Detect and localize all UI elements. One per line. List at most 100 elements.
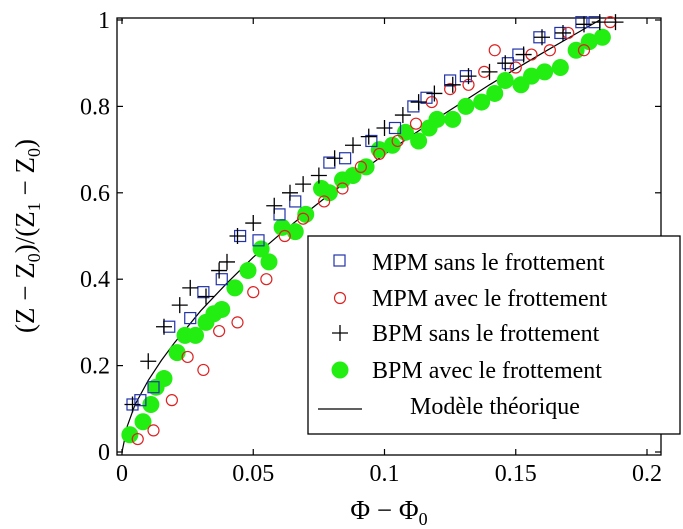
y-tick-label: 0.8 — [80, 94, 110, 120]
data-point-circle-filled — [239, 262, 257, 280]
data-point-plus — [310, 167, 327, 184]
data-point-circle-filled — [580, 33, 598, 51]
data-point-plus — [410, 94, 427, 111]
data-point-plus — [245, 215, 262, 232]
legend-marker-circle-open — [333, 291, 347, 305]
data-point-square — [575, 16, 588, 29]
data-point-circle-filled — [536, 63, 554, 81]
x-tick-label: 0.2 — [632, 461, 662, 487]
data-point-plus — [198, 288, 214, 305]
y-tick-label: 0.2 — [80, 354, 110, 380]
legend-label: BPM sans le frottement — [372, 321, 600, 347]
data-point-circle-filled — [486, 84, 504, 102]
y-axis-label-part-3: − Z — [10, 157, 40, 202]
data-point-circle-filled — [187, 326, 204, 344]
data-point-plus — [555, 24, 571, 41]
data-point-circle-open — [181, 350, 194, 364]
y-tick-label: 0 — [98, 440, 110, 466]
data-point-plus — [229, 228, 246, 244]
data-point-circle-open — [278, 229, 291, 243]
y-axis-label-part-1: (Z − Z — [10, 262, 40, 333]
data-point-circle-filled — [551, 59, 569, 77]
data-point-plus — [515, 46, 532, 63]
legend-marker-plus — [332, 325, 348, 341]
data-point-circle-open — [197, 363, 210, 377]
data-point-circle-open — [488, 44, 501, 57]
data-point-circle-filled — [457, 97, 475, 115]
data-point-plus — [211, 262, 228, 279]
data-point-circle-filled — [260, 253, 278, 271]
y-axis-label-part-4: ) — [10, 139, 40, 148]
data-point-circle-open — [165, 394, 178, 407]
data-point-square — [215, 273, 228, 286]
legend-label: MPM avec le frottement — [372, 286, 608, 312]
data-point-plus — [497, 55, 514, 72]
data-point-circle-filled — [383, 136, 401, 154]
x-axis-label-main: Φ − Φ — [350, 495, 418, 525]
data-point-circle-filled — [226, 279, 244, 297]
data-point-plus — [140, 353, 157, 370]
data-point-circle-filled — [252, 240, 270, 258]
data-point-circle-open — [543, 44, 556, 57]
data-point-plus — [156, 318, 172, 335]
plot-area: 0 0.05 0.1 0.15 0.2 0 0.2 0.4 0.6 0.8 1 — [80, 8, 662, 487]
axis-ticks: 0 0.05 0.1 0.15 0.2 0 0.2 0.4 0.6 0.8 1 — [80, 8, 662, 487]
data-point-square — [197, 286, 210, 299]
data-point-plus — [182, 279, 199, 296]
y-tick-label: 0.6 — [80, 181, 110, 207]
data-point-circle-open — [391, 134, 404, 148]
data-point-plus — [376, 120, 393, 136]
y-tick-label: 0.4 — [80, 267, 110, 293]
series-plus — [124, 14, 624, 413]
data-point-circle-open — [577, 44, 591, 57]
data-point-circle-open — [247, 286, 260, 299]
data-point-plus — [607, 14, 624, 31]
data-point-plus — [426, 85, 443, 102]
data-point-plus — [460, 68, 477, 85]
data-point-plus — [394, 107, 411, 124]
legend-label: Modèle théorique — [410, 394, 580, 420]
data-point-circle-open — [509, 61, 522, 74]
y-axis-label-sub-1: 0 — [24, 253, 44, 262]
data-point-circle-filled — [444, 110, 462, 128]
y-axis-label-sub-2: 1 — [24, 202, 44, 211]
data-point-circle-open — [409, 117, 423, 130]
data-point-circle-filled — [168, 344, 186, 362]
data-point-circle-open — [213, 324, 226, 338]
data-point-circle-filled — [523, 67, 540, 85]
x-axis-label: Φ − Φ0 — [350, 495, 427, 529]
legend-label: BPM avec le frottement — [372, 358, 602, 384]
y-axis-label: (Z − Z0)/(Z1 − Z0) — [10, 139, 44, 333]
data-point-plus — [576, 16, 592, 33]
legend-entry-bpm-avec: BPM avec le frottement — [331, 358, 602, 384]
data-point-square — [444, 74, 457, 87]
y-axis-label-sub-3: 0 — [24, 148, 44, 157]
data-point-circle-filled — [155, 370, 173, 388]
data-point-plus — [345, 137, 361, 154]
data-point-circle-open — [131, 432, 144, 446]
legend-label: MPM sans le frottement — [372, 250, 605, 276]
legend-box — [307, 235, 681, 435]
data-point-circle-filled — [410, 132, 428, 150]
data-point-square — [184, 311, 197, 325]
data-point-circle-filled — [320, 184, 338, 202]
data-point-square — [273, 208, 286, 221]
data-point-circle-filled — [428, 110, 446, 128]
data-point-circle-open — [231, 316, 244, 329]
legend: MPM sans le frottement MPM avec le frott… — [307, 235, 681, 435]
data-point-square — [252, 234, 265, 247]
data-point-plus — [444, 76, 461, 93]
legend-entry-model: Modèle théorique — [318, 394, 580, 420]
data-point-plus — [534, 29, 550, 46]
data-point-circle-open — [444, 83, 457, 96]
series-circle-filled — [121, 28, 611, 444]
data-point-plus — [326, 150, 343, 167]
data-point-circle-filled — [134, 413, 152, 431]
series-circle-open — [131, 16, 617, 446]
legend-marker-circle-filled — [331, 361, 349, 379]
y-axis-label-part-2: )/(Z — [10, 211, 40, 253]
data-point-circle-open — [147, 424, 160, 437]
x-tick-label: 0.15 — [495, 461, 537, 487]
legend-entry-mpm-avec: MPM avec le frottement — [333, 286, 608, 312]
data-point-circle-filled — [273, 218, 291, 236]
